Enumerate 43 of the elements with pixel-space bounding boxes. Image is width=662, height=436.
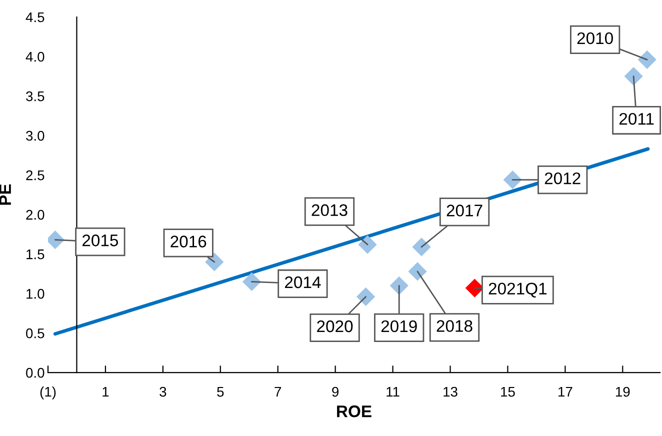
x-tick-label: 1 bbox=[102, 387, 109, 397]
y-tick-label: 2.0 bbox=[26, 210, 44, 220]
x-tick-label: 7 bbox=[274, 387, 282, 397]
annotation: 2015 bbox=[82, 234, 118, 246]
annotation: 2019 bbox=[381, 320, 417, 332]
y-tick-label: 3.0 bbox=[26, 130, 44, 141]
y-tick-label: 1.5 bbox=[26, 250, 44, 260]
y-tick-label: 1.0 bbox=[26, 288, 44, 299]
point bbox=[390, 276, 408, 295]
x-tick-label: 3 bbox=[160, 386, 166, 397]
y-tick-label: 0.0 bbox=[26, 368, 44, 378]
point bbox=[503, 170, 522, 190]
x-tick-label: 15 bbox=[501, 387, 515, 397]
point bbox=[408, 262, 427, 281]
annotation: 2020 bbox=[317, 320, 353, 332]
point bbox=[624, 66, 643, 86]
y-tick-label: 4.0 bbox=[26, 52, 44, 62]
annotation: 2016 bbox=[170, 236, 206, 248]
point bbox=[242, 272, 262, 292]
x-tick-label: 19 bbox=[616, 386, 630, 397]
y-tick-label: 3.5 bbox=[26, 91, 44, 102]
annotation: 2018 bbox=[436, 320, 472, 332]
x-tick-label: 9 bbox=[332, 386, 339, 397]
y-tick-label: 0.5 bbox=[26, 328, 44, 338]
annotation: 2010 bbox=[577, 32, 613, 44]
x-tick-label: 13 bbox=[444, 386, 458, 397]
annotation: 2012 bbox=[544, 172, 580, 184]
x-tick-label: 17 bbox=[558, 387, 572, 397]
x-tick-label: (1) bbox=[40, 386, 56, 400]
annotation: 2013 bbox=[312, 204, 348, 216]
point bbox=[638, 50, 656, 69]
point bbox=[358, 235, 377, 254]
x-tick-label: 5 bbox=[217, 387, 224, 397]
y-tick-label: 2.5 bbox=[26, 170, 44, 180]
point bbox=[356, 287, 376, 306]
point bbox=[412, 238, 431, 256]
annotation: 2014 bbox=[285, 276, 321, 288]
y-tick-label: 4.5 bbox=[26, 12, 44, 22]
annotation: 2011 bbox=[619, 112, 654, 125]
x-tick-label: 11 bbox=[386, 387, 400, 397]
annotation: 2021Q1 bbox=[488, 282, 547, 298]
x-axis-title: ROE bbox=[337, 405, 372, 418]
annotation: 2017 bbox=[446, 204, 482, 216]
